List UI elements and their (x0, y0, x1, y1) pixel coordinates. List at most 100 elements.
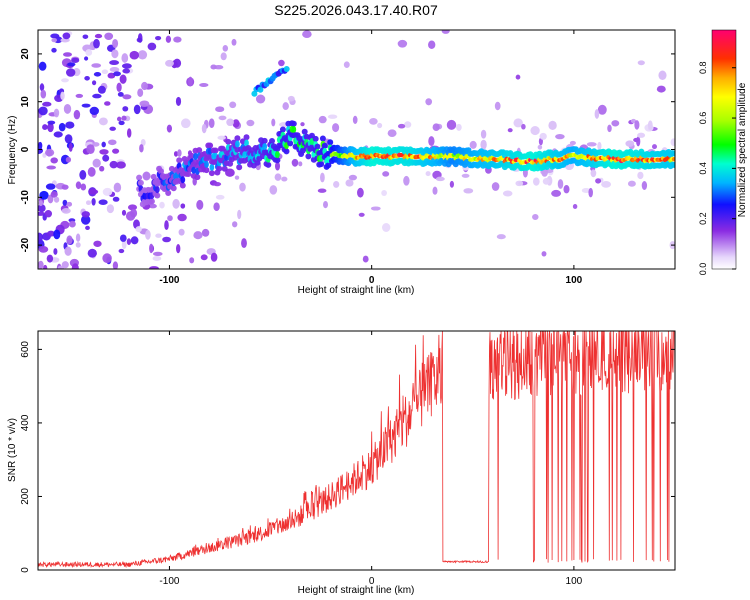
heatmap-cell (332, 123, 340, 133)
heatmap-cell (530, 126, 540, 136)
heatmap-cell (137, 179, 144, 186)
heatmap-cell (139, 100, 150, 107)
heatmap-cell (283, 66, 290, 72)
heatmap-cell (532, 214, 539, 220)
heatmap-cell (112, 148, 120, 154)
heatmap-cell (121, 53, 129, 63)
heatmap-cell (652, 144, 657, 150)
heatmap-cell (154, 186, 160, 194)
heatmap-cell (563, 184, 570, 194)
heatmap-cell (82, 34, 89, 39)
heatmap-cell (317, 188, 327, 193)
heatmap-cell (122, 106, 129, 112)
heatmap-cell (129, 50, 140, 60)
heatmap-cell (85, 225, 90, 231)
heatmap-cell (234, 175, 240, 180)
heatmap-cell (291, 158, 299, 167)
heatmap-cell (147, 42, 157, 51)
snr-y-ticks: 0 200 400 600 (20, 341, 675, 573)
heatmap-cell (67, 62, 76, 67)
heatmap-cell (274, 173, 282, 181)
heatmap-cell (178, 228, 185, 236)
heatmap-cell (291, 126, 297, 133)
heatmap-y-tick-label: 0 (20, 146, 31, 152)
heatmap-cell (133, 104, 141, 115)
heatmap-cell (456, 123, 462, 131)
heatmap-cell (164, 220, 169, 231)
heatmap-cell (38, 106, 48, 116)
heatmap-cell (141, 81, 148, 91)
heatmap-cell (75, 233, 81, 242)
heatmap-cell (282, 102, 289, 111)
heatmap-cell (601, 181, 612, 188)
heatmap-x-tick-label: 0 (369, 275, 375, 286)
snr-x-tick-label: 100 (566, 576, 583, 587)
heatmap-cell (91, 198, 96, 206)
heatmap-cell (38, 246, 49, 253)
heatmap-cell (551, 189, 562, 197)
heatmap-cell (312, 135, 319, 142)
heatmap-cell (243, 134, 250, 141)
heatmap-cell (671, 162, 675, 168)
heatmap-cell (43, 264, 48, 269)
heatmap-cell (99, 149, 109, 155)
heatmap-cell (61, 261, 69, 269)
heatmap-cell (185, 171, 192, 177)
heatmap-cell (232, 119, 240, 128)
heatmap-cell (323, 200, 328, 209)
heatmap-cell (251, 90, 258, 97)
heatmap-cell (269, 138, 275, 144)
heatmap-cell (201, 228, 210, 237)
heatmap-cell (222, 44, 229, 52)
heatmap-cell (513, 118, 523, 128)
colorbar: 0.0 0.2 0.4 0.6 0.8 Normalized spectral ampl… (698, 29, 748, 275)
heatmap-cell (179, 182, 186, 189)
heatmap-cell (215, 194, 225, 200)
heatmap-cell (75, 181, 82, 190)
heatmap-cell (227, 160, 234, 167)
heatmap-cell (89, 106, 99, 116)
heatmap-cell (45, 183, 56, 190)
heatmap-cell (148, 198, 155, 205)
heatmap-cell (196, 199, 204, 210)
heatmap-cell (300, 122, 305, 127)
heatmap-cell (208, 118, 215, 129)
heatmap-cell (50, 157, 58, 164)
heatmap-cell (71, 57, 80, 63)
heatmap-cell (47, 120, 56, 125)
heatmap-cell (480, 129, 487, 139)
heatmap-cell (84, 56, 89, 61)
heatmap-cell (113, 182, 122, 193)
heatmap-cell (61, 184, 69, 190)
heatmap-cell (449, 180, 455, 188)
heatmap-cell (177, 149, 182, 157)
heatmap-cell (656, 85, 666, 93)
heatmap-cell (122, 94, 132, 100)
heatmap-cell (38, 232, 44, 242)
heatmap-cell (446, 119, 457, 130)
heatmap-cell (93, 240, 102, 247)
heatmap-cell (38, 200, 43, 207)
heatmap-cell (257, 86, 264, 93)
heatmap-cell (515, 180, 524, 187)
heatmap-cell (99, 165, 105, 172)
heatmap-cell (425, 98, 433, 106)
heatmap-cell (88, 189, 99, 195)
heatmap-cell (112, 261, 119, 269)
heatmap-cell (79, 170, 87, 180)
chart-title: S225.2026.043.17.40.R07 (274, 2, 438, 18)
heatmap-cell (283, 148, 290, 155)
heatmap-cell (637, 60, 645, 66)
heatmap-cell (53, 248, 58, 255)
colorbar-tick-label: 0.2 (698, 212, 708, 225)
heatmap-cell (221, 165, 228, 172)
heatmap-cell (194, 174, 201, 181)
heatmap-cell (597, 141, 602, 151)
heatmap-cell (261, 137, 268, 144)
heatmap-cell (87, 248, 97, 258)
heatmap-cell (81, 211, 90, 218)
heatmap-cell (118, 248, 125, 254)
heatmap-cell (63, 52, 72, 57)
heatmap-cell (204, 160, 209, 168)
heatmap-cell (65, 156, 72, 163)
